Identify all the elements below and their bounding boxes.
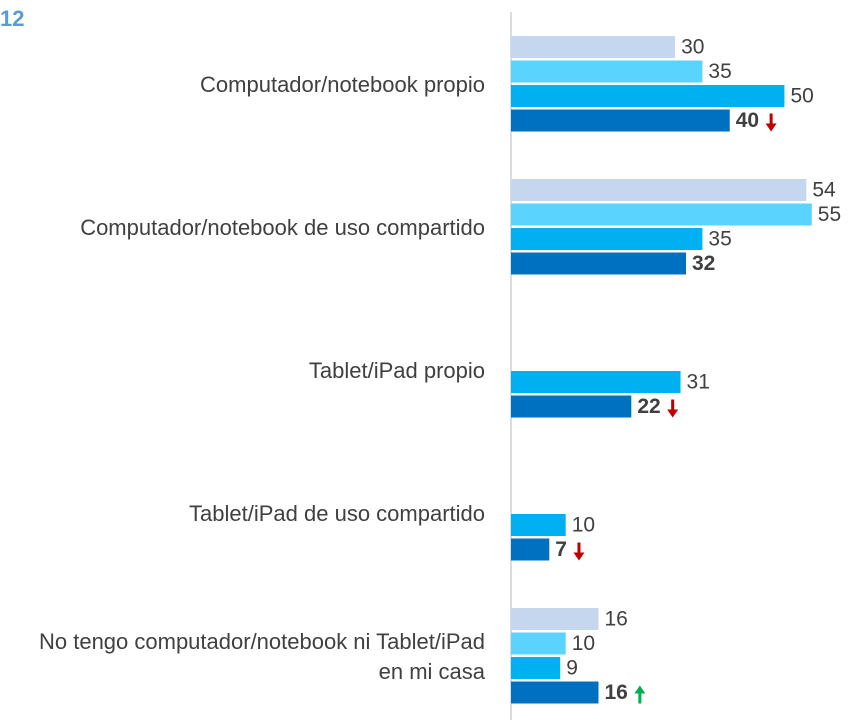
value-label: 22 <box>637 395 660 418</box>
value-label: 55 <box>818 203 841 226</box>
category-label: Tablet/iPad propio <box>309 358 485 383</box>
bar <box>511 681 599 704</box>
trend-arrow <box>667 399 679 418</box>
trend-arrow <box>765 113 777 132</box>
value-label: 30 <box>681 36 704 59</box>
value-label: 16 <box>605 681 628 704</box>
value-label: 40 <box>736 109 759 132</box>
category-label: Tablet/iPad de uso compartido <box>189 501 485 526</box>
value-label: 9 <box>566 657 578 680</box>
value-label: 35 <box>708 60 731 83</box>
value-label: 35 <box>708 228 731 251</box>
bar <box>511 60 703 83</box>
bar <box>511 538 550 561</box>
bar <box>511 371 681 393</box>
bar <box>511 179 807 201</box>
category-label: No tengo computador/notebook ni Tablet/i… <box>39 629 486 684</box>
bar <box>511 109 730 132</box>
value-label: 50 <box>790 85 813 108</box>
chart-title: 12 <box>0 6 24 31</box>
value-label: 16 <box>605 608 628 631</box>
bar <box>511 395 632 418</box>
value-label: 54 <box>812 179 836 202</box>
bar <box>511 632 566 655</box>
trend-arrow <box>634 685 646 704</box>
bar <box>511 608 599 630</box>
bar <box>511 36 676 58</box>
value-label: 31 <box>687 371 710 394</box>
bar <box>511 252 686 275</box>
bar <box>511 203 812 226</box>
bar <box>511 657 561 679</box>
value-label: 10 <box>572 514 595 537</box>
bar <box>511 228 703 250</box>
bar <box>511 85 785 107</box>
bar <box>511 514 566 536</box>
category-label: Computador/notebook de uso compartido <box>80 215 485 240</box>
trend-arrow <box>573 542 585 561</box>
category-label: Computador/notebook propio <box>200 72 485 97</box>
value-label: 10 <box>572 632 595 655</box>
value-label: 32 <box>692 252 715 275</box>
value-label: 7 <box>555 538 567 561</box>
